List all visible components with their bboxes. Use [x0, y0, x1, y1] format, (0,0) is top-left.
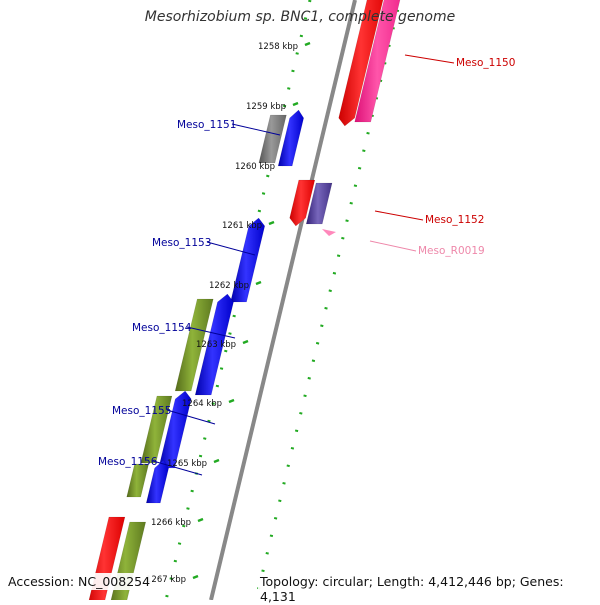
feature-gray-block[interactable] — [258, 114, 287, 164]
scale-tick-label: 1267 kbp — [146, 575, 186, 585]
label-leader-line — [369, 240, 417, 252]
label-leader-line — [166, 409, 216, 425]
feature-olive-block-3[interactable] — [126, 463, 149, 498]
scale-tick-mark — [255, 280, 262, 286]
label-leader-line — [374, 210, 424, 221]
scale-tick-label: 1264 kbp — [182, 399, 222, 409]
feature-olive-block-1[interactable] — [174, 298, 214, 392]
outer-scale-track — [254, 0, 402, 600]
scale-tick-label: 1259 kbp — [246, 102, 286, 112]
scale-tick-mark — [242, 339, 249, 345]
label-leader-line — [404, 54, 455, 64]
scale-tick-label: 1262 kbp — [209, 281, 249, 291]
label-leader-line — [186, 326, 236, 339]
accession-label: Accession: NC_008254 — [6, 573, 153, 590]
feature-label[interactable]: Meso_1152 — [425, 214, 484, 226]
rna-meso-r0019[interactable] — [322, 229, 336, 236]
scale-tick-label: 1258 kbp — [258, 42, 298, 52]
label-leader-line — [206, 241, 256, 256]
feature-slate-block[interactable] — [305, 182, 333, 225]
scale-tick-label: 1260 kbp — [235, 162, 275, 172]
scale-tick-mark — [192, 574, 199, 580]
cds-meso-1156[interactable] — [145, 459, 169, 504]
scale-tick-mark — [292, 101, 299, 107]
cds-meso-1150[interactable] — [338, 0, 388, 127]
feature-label[interactable]: Meso_1154 — [132, 322, 192, 334]
scale-tick-mark — [213, 458, 220, 464]
map-title: Mesorhizobium sp. BNC1, complete genome — [144, 9, 456, 25]
scale-tick-mark — [304, 41, 311, 47]
genome-backbone — [209, 0, 357, 600]
feature-label[interactable]: Meso_1156 — [98, 456, 158, 468]
scale-tick-label: 1266 kbp — [151, 518, 191, 528]
cds-meso-1153[interactable] — [230, 217, 266, 303]
label-leader-line — [152, 460, 203, 476]
cds-meso-1154[interactable] — [194, 293, 234, 396]
scale-tick-mark — [268, 220, 275, 226]
scale-tick-mark — [228, 398, 235, 404]
feature-label[interactable]: Meso_R0019 — [418, 245, 485, 257]
label-leader-line — [231, 123, 281, 136]
scale-tick-label: 1265 kbp — [167, 459, 207, 469]
cds-meso-1152[interactable] — [289, 179, 316, 227]
feature-label[interactable]: Meso_1151 — [177, 119, 236, 131]
feature-label[interactable]: Meso_1155 — [112, 405, 171, 417]
rna-track-segment[interactable] — [354, 0, 405, 123]
feature-label[interactable]: Meso_1153 — [152, 237, 211, 249]
scale-tick-label: 1261 kbp — [222, 221, 262, 231]
feature-label[interactable]: Meso_1150 — [456, 57, 515, 69]
feature-olive-block-2[interactable] — [140, 395, 173, 464]
scale-tick-mark — [197, 517, 204, 523]
cds-meso-1151[interactable] — [277, 109, 304, 167]
topology-label: Topology: circular; Length: 4,412,446 bp… — [258, 573, 600, 605]
scale-tick-label: 1263 kbp — [196, 340, 236, 350]
